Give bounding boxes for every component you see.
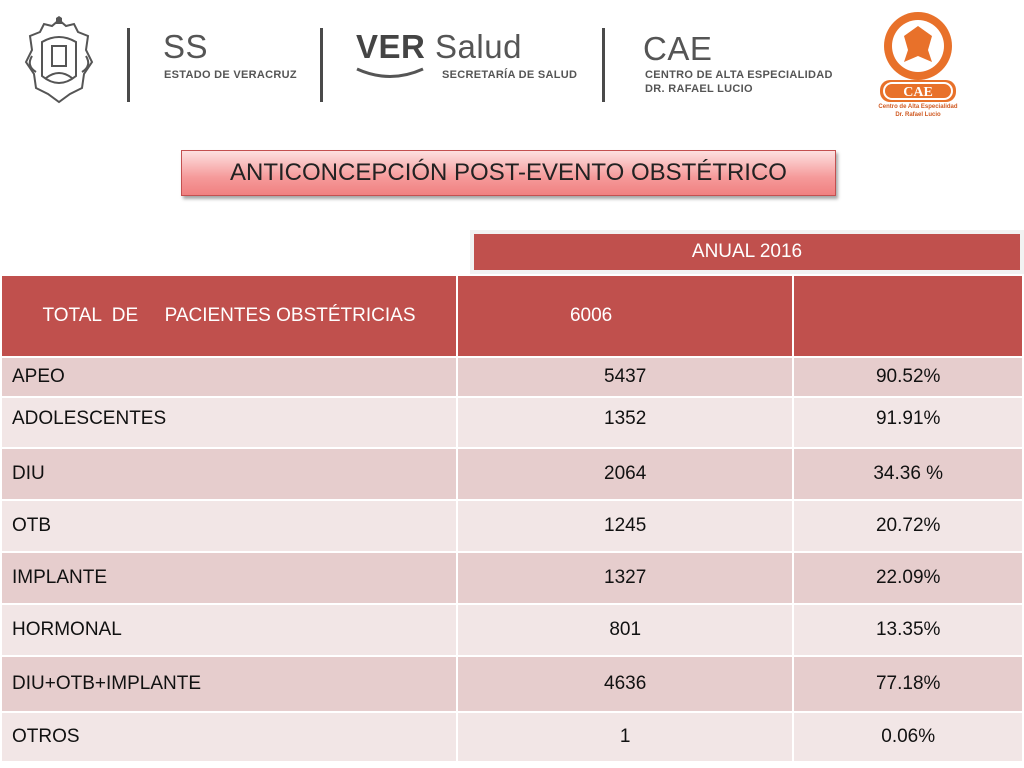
row-label: DIU+OTB+IMPLANTE [0, 655, 458, 713]
veracruz-coat-of-arms-icon [24, 16, 94, 104]
table-header-row: TOTAL DE PACIENTES OBSTÉTRICIAS 6006 [0, 274, 1024, 358]
ss-logo-text: SS [163, 28, 209, 65]
row-value: 1352 [455, 396, 795, 449]
cae-logo-line2: DR. RAFAEL LUCIO [645, 83, 753, 95]
row-percent: 20.72% [792, 499, 1024, 553]
cae-logo-text: CAE [643, 30, 713, 67]
row-percent: 13.35% [792, 603, 1024, 657]
period-label: ANUAL 2016 [474, 234, 1020, 270]
smile-swoosh-icon [356, 67, 424, 78]
ver-logo-subtitle: SECRETARÍA DE SALUD [442, 69, 578, 81]
cae-emblem-caption-line1: Centro de Alta Especialidad [878, 104, 958, 110]
row-value: 1 [455, 711, 795, 763]
row-value: 801 [455, 603, 795, 657]
cae-emblem-caption-line2: Dr. Rafael Lucio [895, 112, 941, 118]
table-row: IMPLANTE 1327 22.09% [0, 551, 1024, 605]
row-value: 5437 [455, 356, 795, 398]
row-percent: 90.52% [792, 356, 1024, 398]
row-label: HORMONAL [0, 603, 458, 657]
row-label: IMPLANTE [0, 551, 458, 605]
table-row: OTB 1245 20.72% [0, 499, 1024, 553]
logo-header: SS ESTADO DE VERACRUZ VER Salud SECRETAR… [0, 0, 1024, 130]
divider [127, 28, 130, 102]
ss-logo-subtitle: ESTADO DE VERACRUZ [164, 69, 297, 81]
total-label: TOTAL DE PACIENTES OBSTÉTRICIAS [0, 274, 458, 358]
table-row: APEO 5437 90.52% [0, 356, 1024, 398]
row-percent: 22.09% [792, 551, 1024, 605]
table-row: HORMONAL 801 13.35% [0, 603, 1024, 657]
total-value: 6006 [455, 274, 795, 358]
row-percent: 77.18% [792, 655, 1024, 713]
table-row: OTROS 1 0.06% [0, 711, 1024, 763]
period-header: ANUAL 2016 [470, 230, 1024, 274]
row-percent: 91.91% [792, 396, 1024, 449]
table-row: DIU+OTB+IMPLANTE 4636 77.18% [0, 655, 1024, 713]
cae-emblem-caption: Centro de Alta Especialidad Dr. Rafael L… [872, 103, 964, 119]
row-label: ADOLESCENTES [0, 396, 458, 449]
row-label: OTB [0, 499, 458, 553]
total-percent [792, 274, 1024, 358]
cae-logo-line1: CENTRO DE ALTA ESPECIALIDAD [645, 69, 833, 81]
row-value: 1245 [455, 499, 795, 553]
row-value: 1327 [455, 551, 795, 605]
ver-salud-logo: VER Salud [356, 28, 522, 66]
row-label: OTROS [0, 711, 458, 763]
slide-title: ANTICONCEPCIÓN POST-EVENTO OBSTÉTRICO [181, 150, 836, 196]
data-table: TOTAL DE PACIENTES OBSTÉTRICIAS 6006 APE… [0, 274, 1024, 763]
row-percent: 0.06% [792, 711, 1024, 763]
divider [602, 28, 605, 102]
row-label: APEO [0, 356, 458, 398]
ver-logo-text: VER [356, 28, 426, 65]
table-row: ADOLESCENTES 1352 91.91% [0, 396, 1024, 449]
row-percent: 34.36 % [792, 447, 1024, 501]
salud-logo-text: Salud [435, 28, 522, 65]
row-label: DIU [0, 447, 458, 501]
divider [320, 28, 323, 102]
row-value: 4636 [455, 655, 795, 713]
row-value: 2064 [455, 447, 795, 501]
table-row: DIU 2064 34.36 % [0, 447, 1024, 501]
cae-emblem-icon: CAE [880, 12, 956, 102]
cae-badge-text: CAE [903, 85, 933, 100]
